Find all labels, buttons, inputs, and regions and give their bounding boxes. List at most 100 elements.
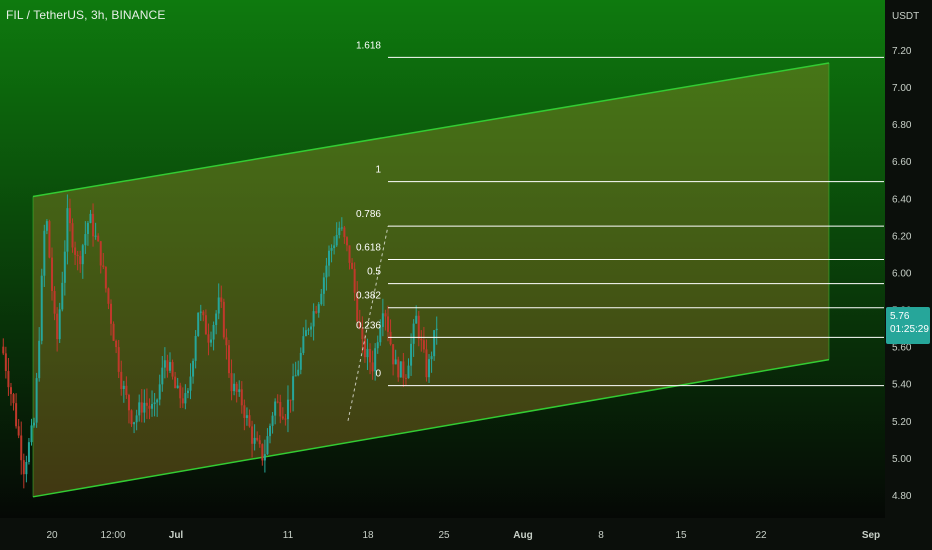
candle-body xyxy=(81,245,84,265)
candle-body xyxy=(68,208,71,224)
channel-upper-line[interactable] xyxy=(32,62,830,198)
candle-body xyxy=(79,256,82,265)
candle-body xyxy=(353,268,356,293)
candle-body xyxy=(225,337,228,346)
candle-body xyxy=(25,462,28,475)
candle-body xyxy=(186,390,189,394)
candle-body xyxy=(328,250,330,266)
candle-body xyxy=(312,311,315,327)
candle-body xyxy=(117,347,120,372)
candle-body xyxy=(366,348,369,358)
candle-body xyxy=(379,326,382,343)
candle-body xyxy=(130,410,133,425)
candle-body xyxy=(320,293,323,305)
candle-body xyxy=(266,436,269,455)
candle-body xyxy=(40,275,43,341)
candle-body xyxy=(371,362,374,372)
candle-body xyxy=(304,330,307,337)
candle-body xyxy=(412,323,415,344)
candle-body xyxy=(110,303,112,324)
candle-body xyxy=(217,297,220,314)
candle-body xyxy=(253,437,256,444)
candle-body xyxy=(422,340,425,350)
price-axis-tick: 6.20 xyxy=(892,231,912,242)
time-axis-tick: Aug xyxy=(513,530,532,541)
candle-body xyxy=(389,331,392,345)
candle-body xyxy=(35,378,38,423)
candle-body xyxy=(315,311,318,313)
candle-body xyxy=(251,426,254,444)
candle-body xyxy=(230,373,233,392)
candle-body xyxy=(294,375,297,377)
price-axis-tick: 5.40 xyxy=(892,380,912,391)
price-axis-currency: USDT xyxy=(892,11,919,22)
candle-body xyxy=(289,399,292,401)
candle-body xyxy=(4,353,7,372)
candle-body xyxy=(115,340,118,348)
channel-lower-line[interactable] xyxy=(32,358,830,498)
candle-body xyxy=(397,359,400,378)
candle-body xyxy=(345,237,348,246)
time-axis-background xyxy=(0,518,885,550)
candle-body xyxy=(420,338,423,341)
candle-body xyxy=(48,221,51,258)
candle-body xyxy=(310,326,313,330)
candle-body xyxy=(112,323,115,341)
price-axis-tick: 6.80 xyxy=(892,120,912,131)
candle-body xyxy=(148,405,151,409)
candle-body xyxy=(94,235,97,237)
candle-body xyxy=(333,245,336,249)
fib-level-label: 0.786 xyxy=(356,209,381,220)
candle-body xyxy=(74,247,77,255)
candle-body xyxy=(338,227,341,236)
candle-body xyxy=(274,401,277,416)
candle-body xyxy=(335,235,338,246)
candle-body xyxy=(138,402,141,416)
candle-body xyxy=(240,389,243,406)
candle-body xyxy=(281,416,284,419)
price-axis-tick: 4.80 xyxy=(892,491,912,502)
candle-body xyxy=(325,265,328,278)
candle-body xyxy=(179,385,182,399)
fib-level-label: 1 xyxy=(375,165,381,176)
fib-level-label: 0.5 xyxy=(367,267,381,278)
candle-body xyxy=(276,401,279,403)
price-axis-tick: 5.60 xyxy=(892,343,912,354)
candle-body xyxy=(307,329,310,331)
candle-body xyxy=(256,437,259,441)
candle-body xyxy=(356,292,359,322)
candle-body xyxy=(171,362,174,377)
candle-body xyxy=(176,385,179,389)
candle-body xyxy=(358,321,361,329)
candle-body xyxy=(215,313,218,325)
candle-body xyxy=(317,304,320,313)
candle-body xyxy=(233,383,236,392)
candle-body xyxy=(425,349,428,378)
candle-body xyxy=(210,339,213,343)
candle-body xyxy=(415,315,418,324)
time-axis-tick: 25 xyxy=(438,530,450,541)
candle-body xyxy=(369,348,372,363)
candle-body xyxy=(207,334,210,343)
candle-body xyxy=(292,376,295,401)
candle-body xyxy=(299,352,302,370)
candle-body xyxy=(63,251,66,283)
candle-body xyxy=(61,282,64,310)
candle-body xyxy=(243,405,246,418)
candle-body xyxy=(399,361,402,378)
candle-body xyxy=(135,415,138,423)
candle-body xyxy=(417,315,420,339)
fib-level-label: 0.382 xyxy=(356,291,381,302)
candle-body xyxy=(238,389,241,392)
candle-body xyxy=(38,340,41,379)
candle-body xyxy=(33,422,36,426)
candle-body xyxy=(199,311,202,313)
candle-body xyxy=(104,266,107,289)
candle-body xyxy=(30,425,33,443)
candle-body xyxy=(351,262,354,269)
candle-body xyxy=(184,393,187,404)
candle-body xyxy=(433,330,436,357)
price-axis-tick: 6.40 xyxy=(892,194,912,205)
